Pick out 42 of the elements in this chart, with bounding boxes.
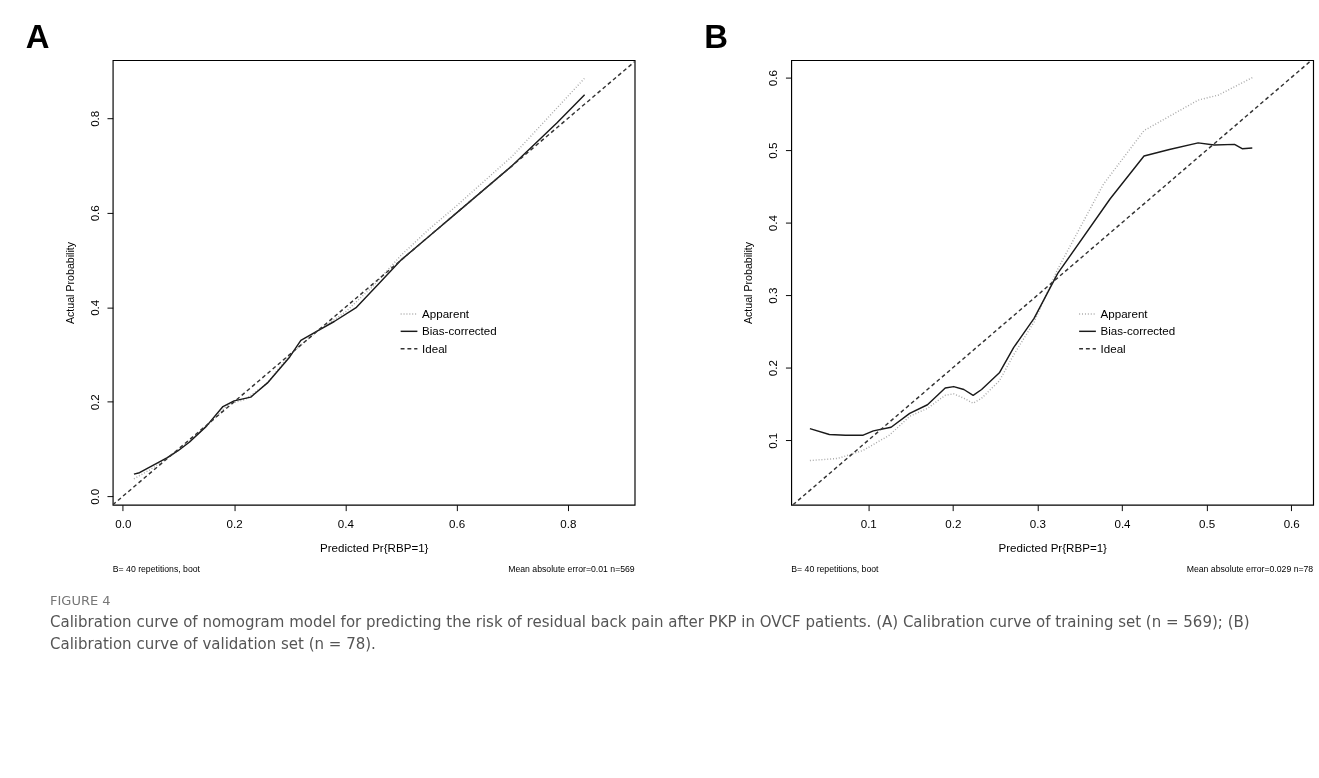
text: B= 40 repetitions, boot — [791, 563, 880, 574]
y-axis-title: Actual Probability — [63, 241, 76, 325]
y-axis-title: Actual Probability — [742, 241, 755, 325]
x-tick-label: 0.1 — [860, 517, 877, 530]
legend-label: Ideal — [422, 342, 448, 355]
x-tick-label: 0.2 — [945, 517, 962, 530]
x-tick-label: 0.3 — [1029, 517, 1046, 530]
y-tick-label: 0.3 — [767, 287, 780, 304]
legend-label: Apparent — [422, 307, 470, 320]
legend-label: Ideal — [1100, 342, 1126, 355]
y-tick-label: 0.4 — [88, 299, 101, 316]
x-axis-title: Predicted Pr{RBP=1} — [320, 541, 429, 554]
y-tick-label: 0.8 — [88, 110, 101, 127]
y-tick-label: 0.1 — [767, 432, 780, 449]
y-tick-label: 0.6 — [767, 70, 780, 87]
x-tick-label: 0.0 — [115, 517, 132, 530]
y-tick-label: 0.0 — [88, 488, 101, 505]
y-tick-label: 0.2 — [88, 394, 101, 411]
chart-title: A — [25, 17, 50, 55]
y-tick-label: 0.5 — [767, 142, 780, 159]
text: Mean absolute error=0.01 n=569 — [508, 563, 635, 574]
text: Mean absolute error=0.029 n=78 — [1186, 563, 1314, 574]
legend-label: Apparent — [1100, 307, 1149, 320]
x-tick-label: 0.4 — [337, 517, 355, 530]
y-tick-label: 0.6 — [88, 205, 101, 222]
y-tick-label: 0.4 — [767, 214, 780, 232]
caption: FIGURE 4 — [50, 593, 112, 608]
x-axis-title: Predicted Pr{RBP=1} — [998, 541, 1108, 554]
text: B= 40 repetitions, boot — [112, 563, 201, 574]
line-series — [809, 142, 1254, 436]
line-series — [809, 76, 1254, 462]
y-tick-label: 0.2 — [767, 360, 780, 377]
x-tick-label: 0.8 — [560, 517, 577, 530]
x-tick-label: 0.2 — [226, 517, 243, 530]
chart-title: B — [704, 17, 729, 55]
x-tick-label: 0.5 — [1199, 517, 1216, 530]
legend-label: Bias-corrected — [1100, 325, 1176, 338]
text: Calibration curve of nomogram model for predicting the risk of residual back pain after PKP in OVCF patients. (A) Calibration curve of training set (n = 569); (B) Calibration curve of validation set (n = 78). — [50, 612, 1251, 655]
x-tick-label: 0.6 — [449, 517, 466, 530]
x-tick-label: 0.4 — [1114, 517, 1132, 530]
x-tick-label: 0.6 — [1283, 517, 1300, 530]
legend-label: Bias-corrected — [422, 325, 497, 338]
